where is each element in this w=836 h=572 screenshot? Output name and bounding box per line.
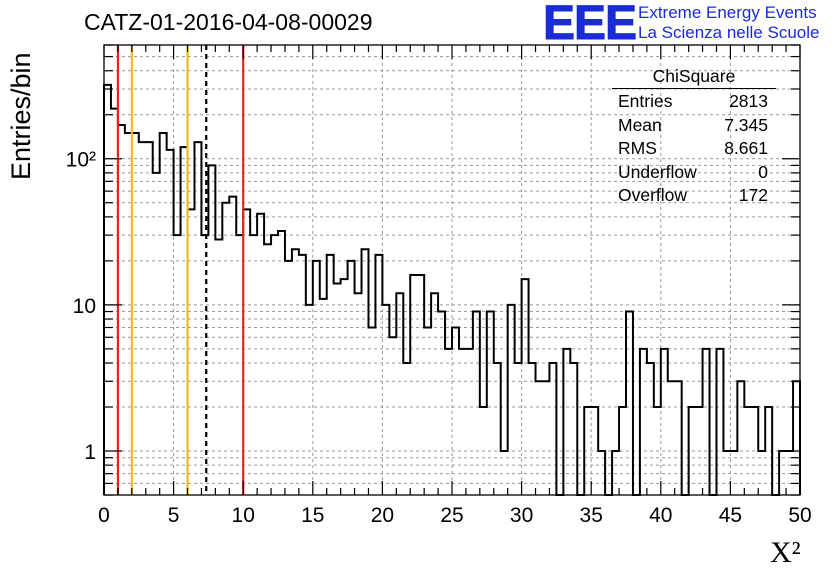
x-tick-label: 40 (649, 504, 672, 527)
stats-label: Underflow (618, 161, 697, 182)
x-axis-label: X² (770, 536, 801, 569)
stats-value: 8.661 (724, 138, 768, 158)
stats-row-overflow: Overflow 172 (612, 184, 776, 208)
stats-label: Mean (618, 114, 662, 135)
histogram-series (103, 83, 801, 496)
stats-value: 2813 (729, 91, 768, 111)
logo-line-2: La Scienza nelle Scuole (638, 23, 820, 42)
axis-ticks (103, 44, 801, 496)
stats-title: ChiSquare (612, 66, 776, 89)
y-tick-label: 10² (66, 149, 96, 172)
stats-value: 172 (738, 185, 768, 205)
x-tick-label: 50 (788, 504, 811, 527)
chart-title: CATZ-01-2016-04-08-00029 (84, 9, 373, 35)
x-tick-label: 20 (371, 504, 394, 527)
y-axis-label: Entries/bin (6, 52, 36, 180)
reference-lines (116, 45, 245, 495)
x-tick-label: 15 (301, 504, 324, 527)
x-tick-label: 30 (510, 504, 533, 527)
stats-row-underflow: Underflow 0 (612, 161, 776, 185)
stats-row-rms: RMS 8.661 (612, 137, 776, 161)
stats-label: RMS (618, 138, 657, 158)
x-tick-label: 35 (580, 504, 603, 527)
y-tick-label: 10 (73, 295, 96, 318)
y-tick-label: 1 (84, 441, 96, 464)
x-tick-label: 10 (232, 504, 255, 527)
x-tick-label: 25 (440, 504, 463, 527)
stats-value: 7.345 (724, 114, 768, 135)
stats-label: Overflow (618, 185, 688, 205)
histogram-outline (103, 83, 801, 496)
stats-box: ChiSquare Entries 2813 Mean 7.345 RMS 8.… (612, 66, 776, 208)
stats-value: 0 (758, 161, 768, 182)
eee-logo: EEE (542, 0, 637, 50)
x-tick-label: 45 (719, 504, 742, 527)
stats-label: Entries (618, 91, 673, 111)
logo-line-1: Extreme Energy Events (638, 3, 817, 22)
x-tick-label: 5 (168, 504, 180, 527)
axis-tick-labels: 0 5 10 15 20 25 30 35 40 45 50 1 10 10² (66, 149, 812, 527)
stats-row-entries: Entries 2813 (612, 90, 776, 114)
stats-row-mean: Mean 7.345 (612, 114, 776, 138)
x-tick-label: 0 (98, 504, 110, 527)
